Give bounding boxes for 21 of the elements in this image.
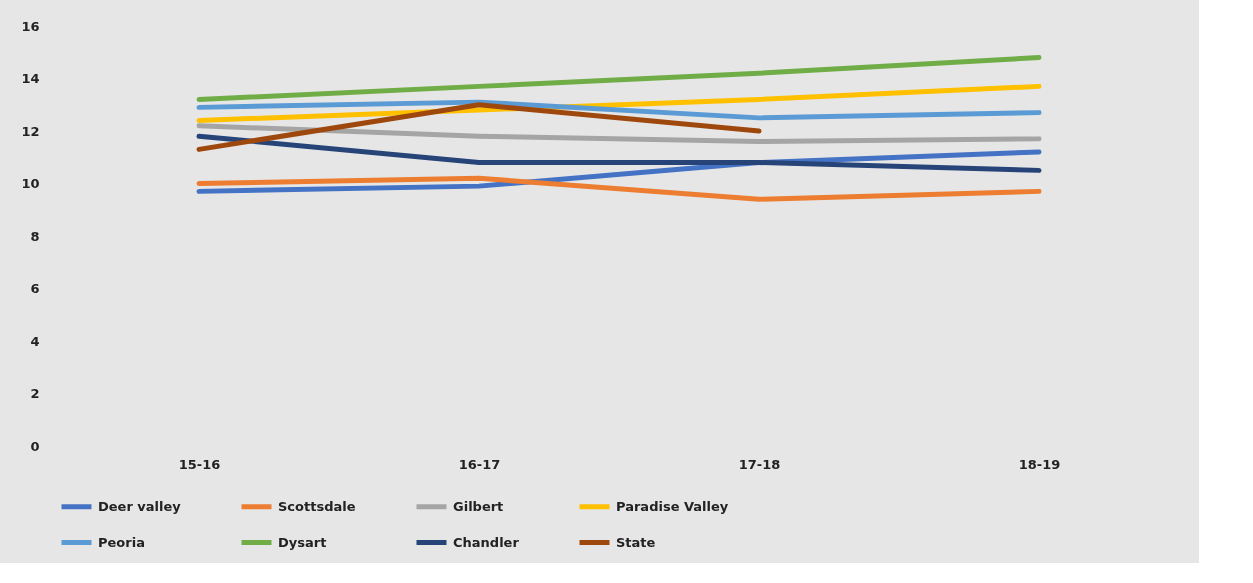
legend-label: Gilbert <box>453 498 504 514</box>
legend-label: Peoria <box>98 534 145 550</box>
y-tick-label: 4 <box>30 333 40 349</box>
y-tick-label: 10 <box>21 176 40 191</box>
legend-label: State <box>616 534 656 550</box>
y-tick-label: 16 <box>21 18 40 34</box>
x-tick-label: 15-16 <box>178 456 221 472</box>
x-tick-label: 17-18 <box>738 456 781 472</box>
legend-label: Paradise Valley <box>616 498 729 514</box>
legend-label: Chandler <box>453 534 520 550</box>
y-tick-label: 6 <box>30 281 40 296</box>
x-tick-label: 16-17 <box>458 456 501 472</box>
y-tick-label: 2 <box>30 386 40 401</box>
legend-label: Deer valley <box>98 498 182 514</box>
y-tick-label: 8 <box>30 228 40 244</box>
legend-label: Dysart <box>278 534 327 550</box>
y-tick-label: 12 <box>21 123 40 139</box>
y-tick-label: 0 <box>30 438 40 454</box>
legend-label: Scottsdale <box>278 498 356 514</box>
y-tick-label: 14 <box>21 71 40 86</box>
x-tick-label: 18-19 <box>1018 456 1061 472</box>
